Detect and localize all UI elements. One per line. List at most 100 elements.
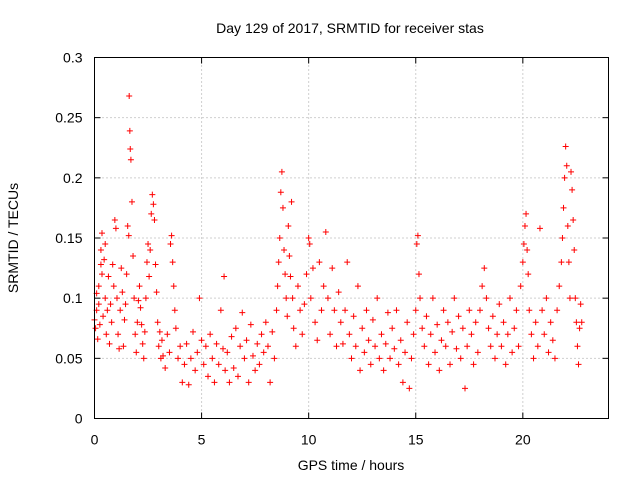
data-point	[140, 355, 147, 362]
data-point	[97, 261, 104, 268]
data-point	[397, 337, 404, 344]
y-tick-label: 0.25	[55, 110, 82, 126]
data-point	[135, 297, 142, 304]
data-point	[148, 210, 155, 217]
data-point	[294, 283, 301, 290]
data-point	[575, 361, 582, 368]
chart-title: Day 129 of 2017, SRMTID for receiver sta…	[216, 20, 484, 36]
data-point	[276, 235, 283, 241]
data-point	[149, 191, 156, 198]
data-point	[350, 313, 357, 320]
y-tick-label: 0.1	[63, 290, 83, 306]
data-point	[578, 319, 585, 326]
data-point	[339, 340, 346, 347]
data-point	[519, 259, 526, 266]
data-point	[289, 295, 296, 302]
data-point	[520, 241, 527, 248]
data-point	[393, 307, 400, 314]
data-point	[560, 204, 567, 211]
data-point	[365, 337, 372, 344]
data-point	[260, 349, 267, 356]
data-point	[121, 316, 128, 323]
data-point	[511, 325, 518, 332]
data-point	[477, 307, 483, 314]
data-point	[287, 273, 294, 280]
data-point	[115, 331, 122, 338]
data-point	[143, 259, 150, 266]
data-point	[284, 313, 291, 320]
data-point	[234, 373, 241, 380]
data-point	[440, 307, 447, 314]
data-point	[221, 273, 228, 280]
data-point	[357, 367, 364, 374]
data-point	[406, 385, 413, 392]
data-point	[127, 156, 134, 163]
data-point	[119, 289, 126, 296]
data-point	[226, 379, 233, 386]
data-point	[128, 198, 135, 205]
data-point	[487, 343, 494, 350]
data-point	[402, 349, 409, 356]
data-point	[283, 295, 290, 302]
data-point	[303, 271, 310, 278]
axis-ticks: 0 0.05 0.1 0.15 0.2 0.25 0.3 0 5 10 15 20	[55, 50, 609, 448]
data-point	[185, 381, 192, 388]
data-point	[525, 271, 532, 278]
data-point	[262, 319, 269, 326]
data-point	[278, 168, 285, 175]
x-tick-label: 5	[198, 432, 206, 448]
data-point	[102, 295, 109, 302]
data-point	[305, 235, 312, 241]
y-axis-label: SRMTID / TECUs	[5, 183, 21, 293]
data-point	[267, 379, 274, 386]
data-point	[239, 309, 246, 316]
data-point	[414, 232, 421, 239]
data-point	[526, 307, 533, 314]
data-point	[447, 361, 454, 368]
data-point	[554, 307, 561, 314]
data-point	[102, 241, 109, 248]
data-point	[320, 283, 327, 290]
data-point	[94, 336, 101, 343]
data-point	[382, 340, 389, 347]
data-point	[352, 343, 359, 350]
data-point	[222, 367, 229, 374]
data-point	[105, 273, 112, 280]
data-point	[415, 271, 422, 278]
data-point	[137, 304, 144, 311]
y-tick-label: 0.2	[63, 170, 83, 186]
data-point	[423, 313, 430, 320]
data-point	[220, 345, 226, 352]
data-point	[110, 283, 117, 290]
data-point	[327, 331, 334, 338]
data-point	[504, 331, 511, 338]
data-point	[136, 283, 143, 290]
data-point	[134, 319, 141, 326]
data-point	[125, 232, 132, 239]
data-point	[200, 361, 207, 368]
data-point	[271, 355, 278, 362]
data-point	[133, 349, 140, 356]
data-point	[124, 222, 131, 229]
x-axis-label: GPS time / hours	[298, 457, 405, 473]
data-point	[561, 174, 568, 181]
data-point	[113, 295, 120, 302]
data-point	[524, 247, 531, 254]
data-point	[346, 331, 353, 338]
data-point	[179, 379, 186, 386]
data-point	[453, 345, 460, 352]
data-point	[425, 361, 432, 368]
data-point	[374, 295, 381, 302]
data-point	[558, 259, 565, 266]
x-tick-label: 15	[408, 432, 424, 448]
data-point	[145, 241, 152, 248]
data-point	[363, 307, 370, 314]
data-point	[314, 337, 321, 344]
plot-frame	[94, 57, 609, 419]
data-point	[168, 232, 175, 239]
data-point	[286, 253, 293, 260]
data-point	[177, 343, 184, 350]
data-point	[215, 361, 222, 368]
data-point	[97, 247, 104, 254]
data-point	[123, 271, 130, 278]
